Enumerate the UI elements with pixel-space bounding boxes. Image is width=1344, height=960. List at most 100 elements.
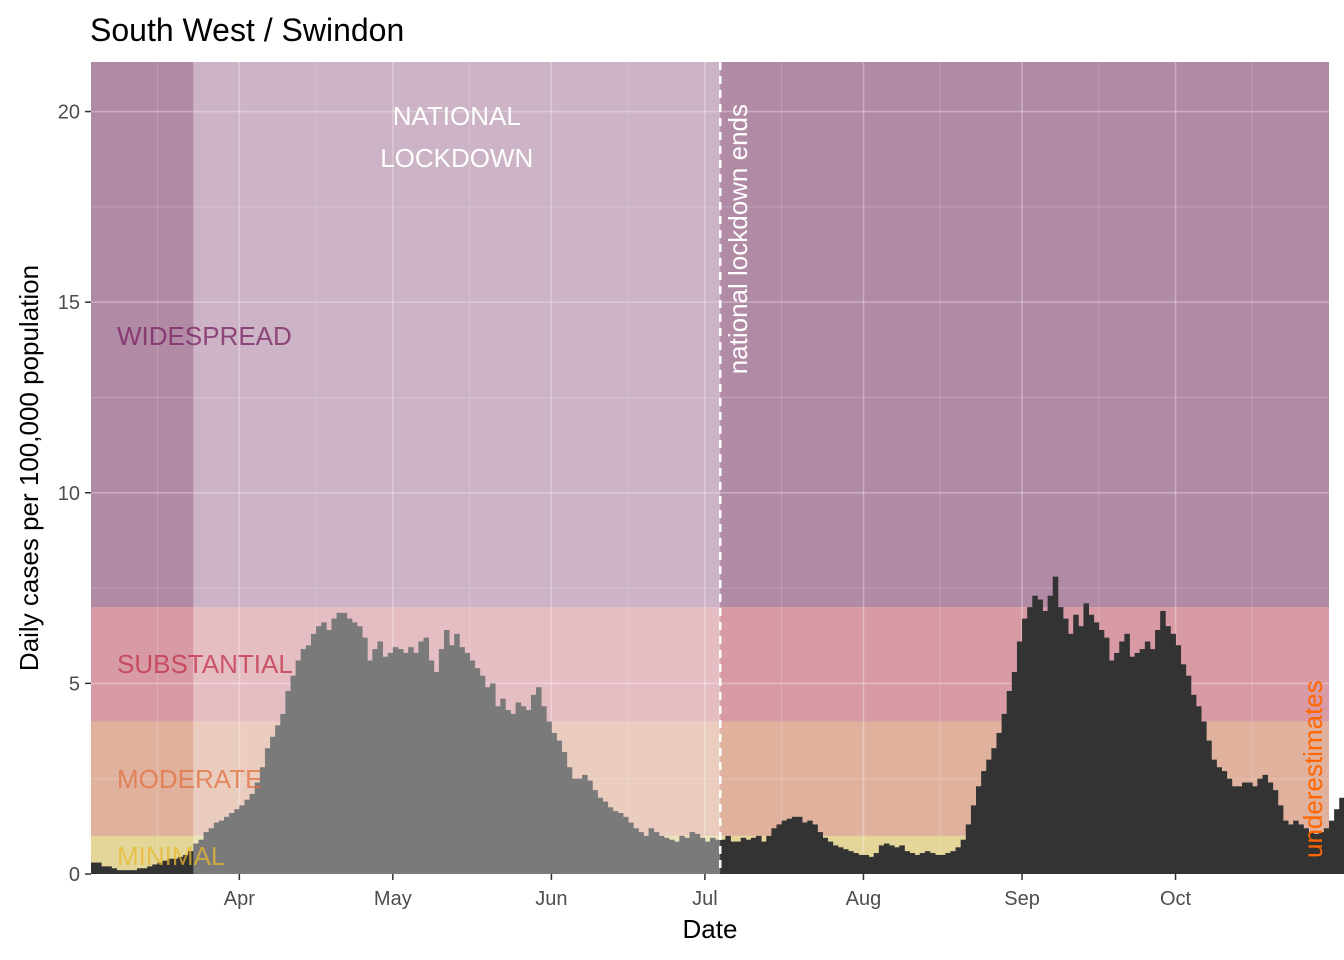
bar (684, 837, 690, 874)
bar (976, 786, 982, 874)
bar (264, 748, 271, 874)
band-labels: WIDESPREAD SUBSTANTIAL MODERATE MINIMAL (117, 321, 293, 871)
bar (275, 725, 281, 874)
bar (474, 668, 481, 874)
bar (899, 845, 905, 874)
bar (1298, 824, 1304, 874)
bar (1195, 706, 1202, 874)
bar (832, 845, 839, 874)
bar (658, 835, 665, 874)
bar (341, 612, 348, 874)
bar (392, 647, 399, 874)
bar (1282, 820, 1289, 874)
bar (546, 721, 552, 874)
bar (970, 805, 977, 874)
bar (290, 675, 297, 874)
bar (500, 698, 506, 874)
bar (628, 822, 634, 874)
bar (1093, 622, 1100, 874)
bar (602, 801, 609, 874)
bar (1308, 832, 1315, 874)
bar (1267, 782, 1274, 874)
bar (827, 841, 834, 874)
bar (367, 660, 373, 874)
bar (208, 828, 215, 874)
bar (617, 813, 624, 874)
bar (1068, 633, 1074, 874)
bar (1231, 786, 1238, 874)
bar (551, 732, 557, 874)
bar (1262, 774, 1269, 874)
bar (1042, 610, 1049, 874)
bar (300, 649, 307, 874)
bar (576, 778, 583, 874)
bar (740, 837, 747, 874)
bar (530, 694, 537, 874)
bar (868, 856, 875, 874)
bar (858, 854, 864, 874)
bar (316, 626, 322, 874)
bar (157, 862, 164, 874)
x-axis-title: Date (683, 914, 738, 944)
bar (935, 854, 941, 874)
bar (689, 832, 696, 874)
bar (213, 822, 220, 874)
bar (669, 839, 675, 874)
bar (1001, 713, 1008, 874)
bar (1242, 782, 1248, 874)
bar (571, 778, 578, 874)
bar (940, 854, 946, 874)
bar (1339, 797, 1344, 874)
bar (1149, 649, 1156, 874)
bar (883, 843, 890, 874)
bar (244, 799, 250, 874)
bar (505, 710, 511, 874)
bar (1180, 664, 1187, 874)
bar (638, 832, 644, 874)
bar (218, 820, 225, 874)
bar (1073, 614, 1079, 874)
bar (1226, 778, 1233, 874)
bar (791, 816, 798, 874)
bar (357, 626, 363, 874)
bar (1155, 630, 1161, 874)
bar (484, 687, 491, 874)
bar (295, 660, 302, 874)
lockdown-end-label: national lockdown ends (723, 104, 753, 374)
bar (510, 713, 517, 874)
bar (464, 652, 470, 874)
bar (812, 824, 818, 874)
bar (822, 837, 829, 874)
bar (1052, 576, 1059, 874)
bar (310, 633, 317, 874)
bar (336, 612, 343, 874)
bar (203, 832, 210, 874)
bar (172, 858, 179, 874)
x-tick-label: Oct (1160, 888, 1192, 910)
bar (372, 649, 378, 874)
bar (259, 767, 266, 874)
bar (771, 828, 777, 874)
bar (889, 845, 895, 874)
bar (663, 837, 670, 874)
bar (556, 740, 563, 874)
bar (234, 809, 240, 874)
lockdown-region (193, 62, 721, 874)
bar (1129, 656, 1136, 874)
bar (1334, 809, 1340, 874)
bar (914, 854, 921, 874)
bar (116, 870, 123, 874)
bar (950, 851, 956, 874)
bar (1027, 607, 1033, 874)
bar (1277, 805, 1284, 874)
bar (167, 858, 174, 874)
x-tick-label: Sep (1004, 888, 1040, 910)
bar (525, 710, 532, 874)
lockdown-label-line1: NATIONAL (393, 101, 521, 131)
bar (674, 841, 680, 874)
chart-title: South West / Swindon (90, 12, 404, 48)
bar (873, 853, 880, 874)
bar (479, 675, 486, 874)
bar (1293, 820, 1299, 874)
